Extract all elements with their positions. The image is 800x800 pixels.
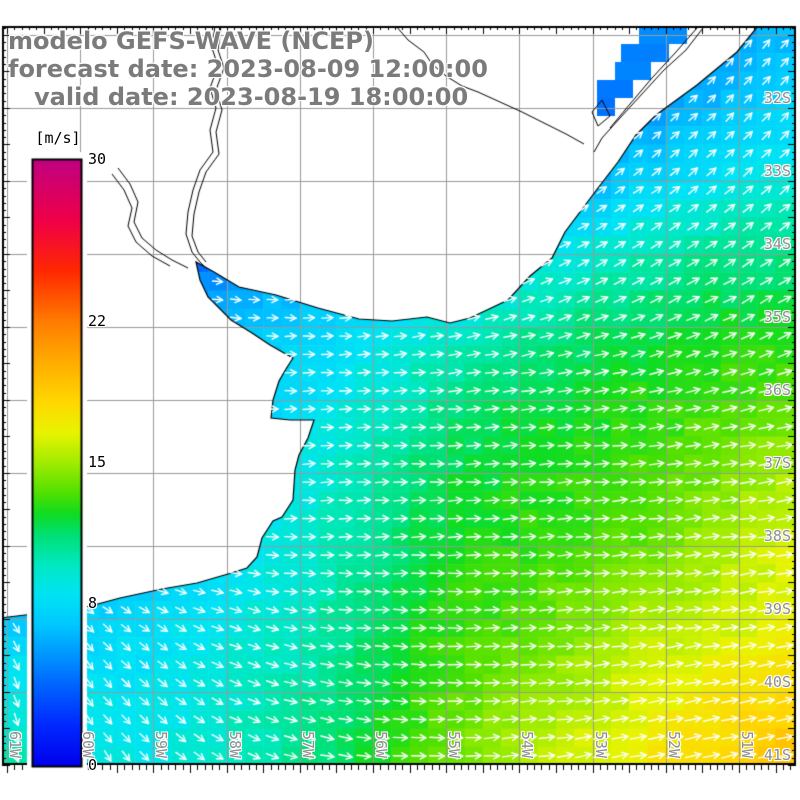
lon-axis-label: 57W: [298, 731, 317, 759]
lon-axis-label: 56W: [372, 731, 391, 759]
colorbar-tick-label: 0: [88, 756, 98, 774]
lat-axis-label: 36S: [763, 380, 791, 399]
forecast-date-line: forecast date: 2023-08-09 12:00:00: [8, 55, 488, 83]
lat-axis-label: 35S: [763, 307, 791, 326]
model-title: modelo GEFS-WAVE (NCEP): [8, 27, 374, 55]
lon-axis-label: 58W: [225, 731, 244, 759]
colorbar-tick-label: 15: [88, 453, 107, 471]
colorbar-tick-label: 8: [88, 594, 98, 613]
lon-axis-label: 53W: [591, 731, 610, 759]
colorbar-tick-label: 22: [88, 311, 107, 330]
lat-axis-label: 38S: [763, 526, 791, 545]
lat-axis-label: 41S: [763, 746, 791, 764]
lon-axis-label: 61W: [6, 731, 25, 759]
lat-axis-label: 33S: [763, 161, 791, 180]
valid-date-line: valid date: 2023-08-19 18:00:00: [34, 83, 469, 111]
lon-axis-label: 52W: [664, 731, 683, 759]
lon-axis-label: 60W: [79, 731, 98, 759]
lat-axis-label: 40S: [763, 672, 791, 691]
lat-axis-label: 39S: [763, 599, 791, 618]
lon-axis-label: 55W: [445, 731, 464, 759]
lat-axis-label: 34S: [763, 234, 791, 253]
lon-axis-label: 54W: [518, 731, 537, 759]
lat-axis-label: 37S: [763, 453, 791, 472]
lat-axis-label: 32S: [763, 88, 791, 107]
colorbar-unit-label: [m/s]: [35, 129, 81, 147]
lon-axis-label: 51W: [737, 731, 756, 759]
lon-axis-label: 59W: [152, 731, 171, 759]
colorbar-tick-label: 30: [88, 150, 107, 168]
